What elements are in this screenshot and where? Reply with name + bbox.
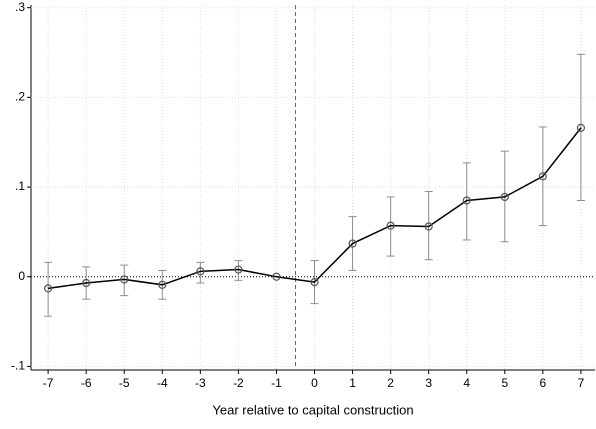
marker xyxy=(196,267,205,276)
x-tick-label: -5 xyxy=(119,376,130,390)
x-tick-label: -3 xyxy=(195,376,206,390)
marker xyxy=(234,265,243,274)
x-tick-label: 1 xyxy=(349,376,356,390)
x-tick-label: 0 xyxy=(311,376,318,390)
marker xyxy=(310,278,319,287)
marker xyxy=(348,239,357,248)
marker xyxy=(158,280,167,289)
marker xyxy=(44,284,53,293)
x-tick-label: -1 xyxy=(271,376,282,390)
marker xyxy=(82,278,91,288)
x-tick-label: 5 xyxy=(501,376,508,390)
x-tick-label: 6 xyxy=(540,376,547,390)
y-tick-label: .2 xyxy=(15,90,25,104)
y-tick-label: .1 xyxy=(15,179,25,193)
x-tick-label: 3 xyxy=(425,376,432,390)
marker xyxy=(576,123,586,132)
x-tick-label: -2 xyxy=(233,376,244,390)
x-tick-label: -7 xyxy=(43,376,54,390)
y-tick-label: 0 xyxy=(18,269,25,283)
x-tick-label: 2 xyxy=(387,376,394,390)
marker xyxy=(462,196,471,205)
marker xyxy=(120,275,129,284)
marker xyxy=(386,221,395,230)
marker xyxy=(424,222,433,231)
x-tick-label: -4 xyxy=(157,376,168,390)
line xyxy=(48,127,582,290)
x-tick-label: 4 xyxy=(463,376,470,390)
marker xyxy=(272,272,281,281)
x-tick-label: 7 xyxy=(578,376,585,390)
y-tick-label: -.1 xyxy=(11,359,25,373)
marker xyxy=(500,192,509,202)
marker xyxy=(538,172,547,181)
y-tick-label: .3 xyxy=(15,0,25,14)
x-axis-label: Year relative to capital construction xyxy=(212,402,413,417)
x-tick-label: -6 xyxy=(81,376,92,390)
